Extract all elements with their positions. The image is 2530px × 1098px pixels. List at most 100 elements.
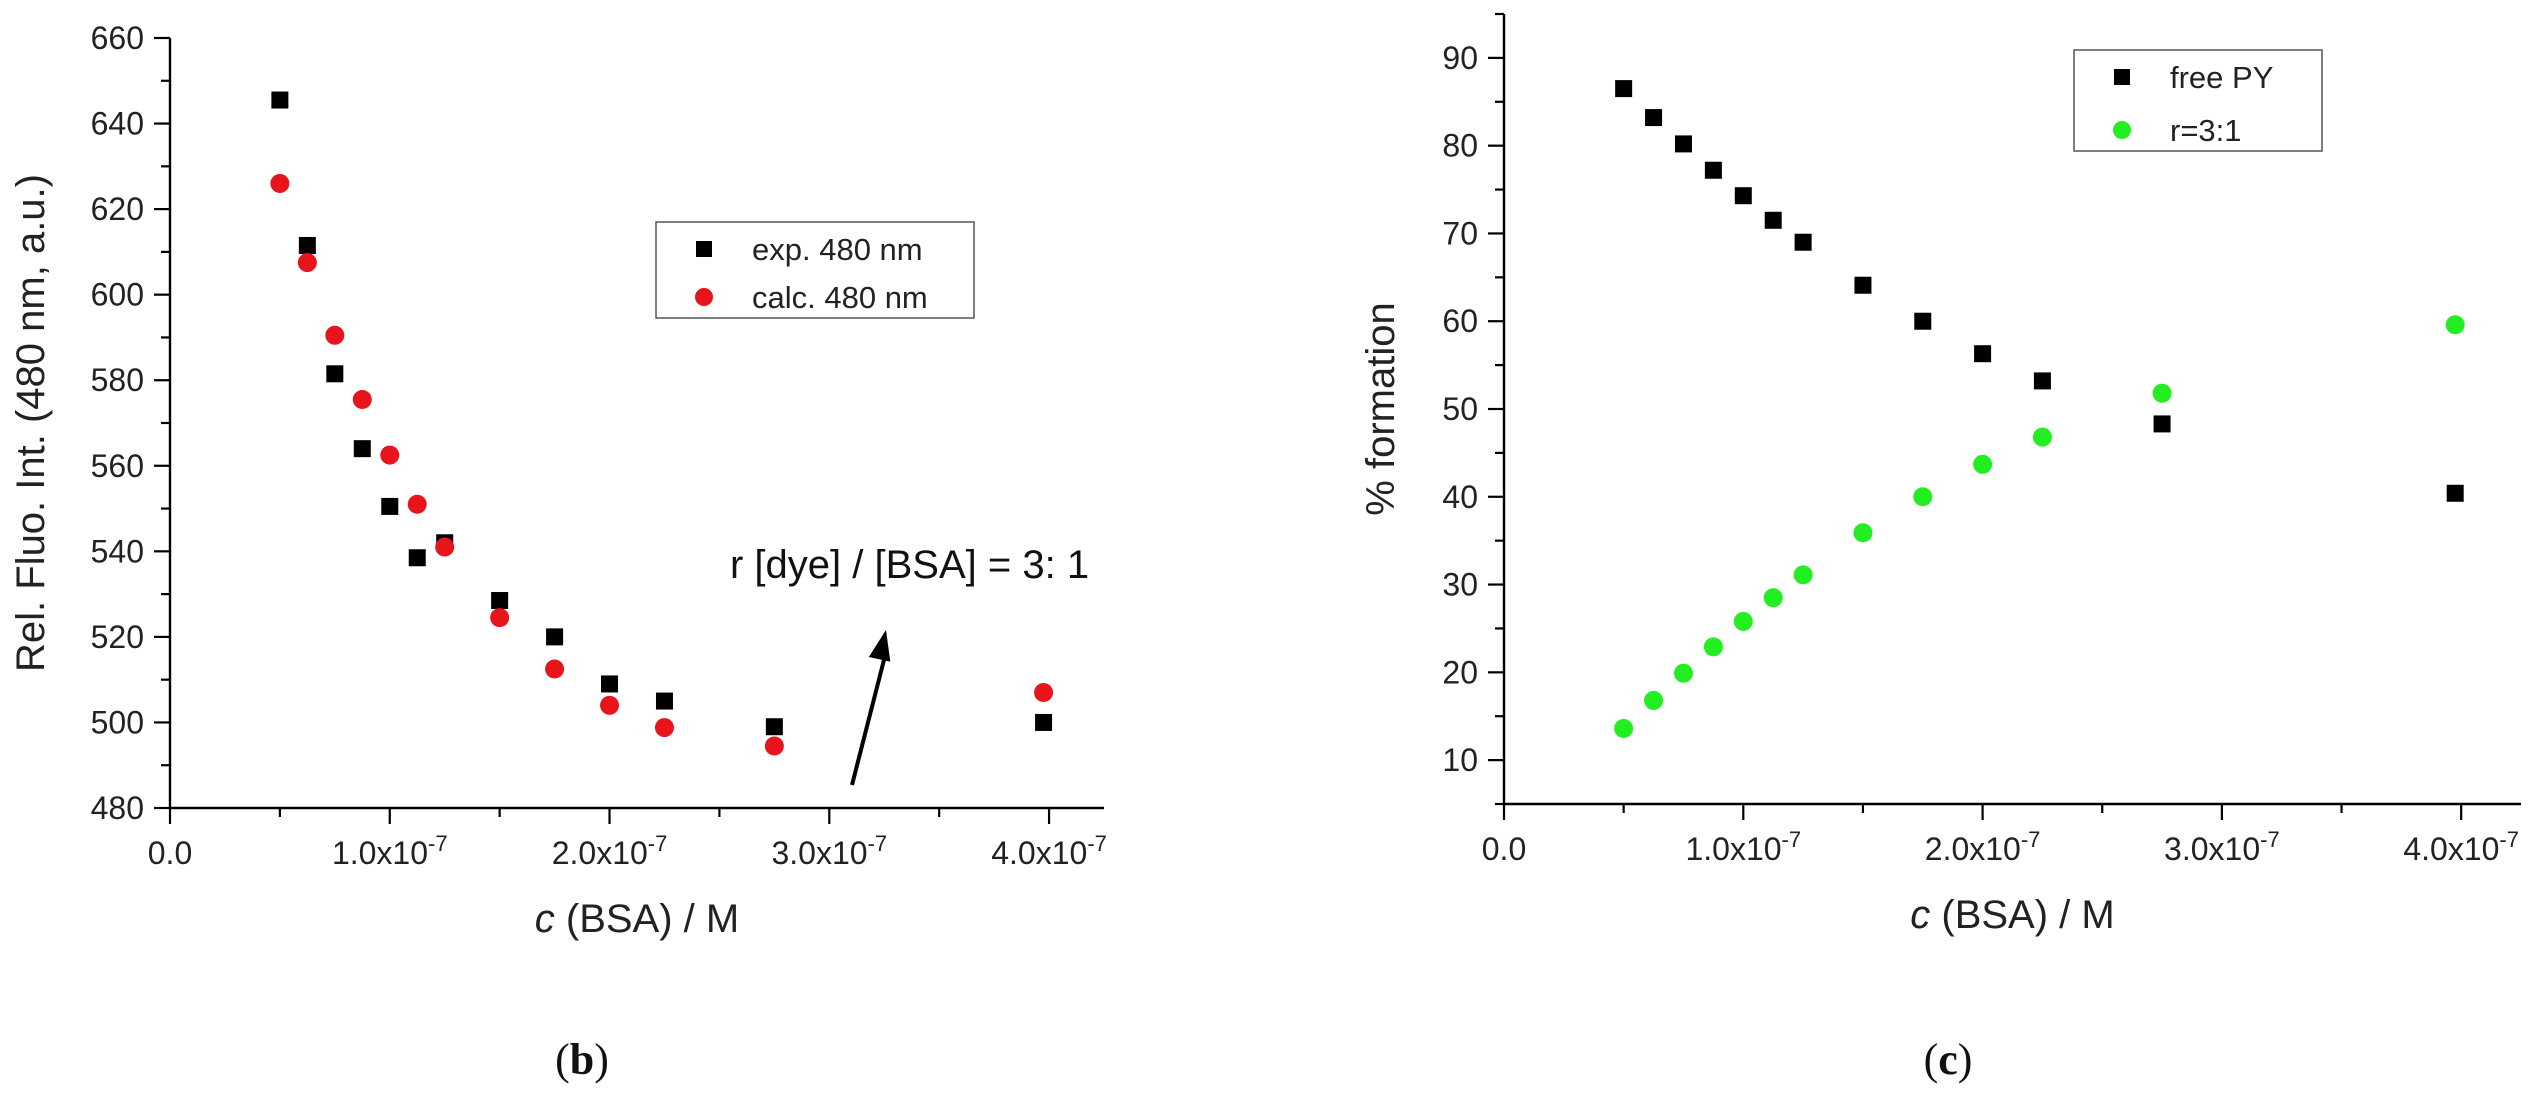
data-point-square <box>1764 211 1782 229</box>
data-point-square <box>1035 713 1053 731</box>
data-point-square <box>1615 80 1633 98</box>
x-tick-label: 4.0x10-7 <box>991 831 1107 871</box>
data-point-circle <box>297 253 317 273</box>
x-axis-title: c (BSA) / M <box>1910 893 2114 937</box>
y-tick-label: 500 <box>91 704 144 740</box>
data-point-circle <box>1853 523 1873 543</box>
panel-label: (c) <box>1924 1035 1973 1084</box>
data-point-circle <box>1614 719 1634 739</box>
data-point-circle <box>435 537 455 557</box>
data-point-square <box>2033 372 2051 390</box>
y-tick-label: 480 <box>91 790 144 826</box>
y-tick-label: 90 <box>1442 40 1478 76</box>
data-point-circle <box>1703 637 1723 657</box>
data-point-circle <box>2445 315 2465 335</box>
data-point-square <box>601 675 619 693</box>
data-point-circle <box>545 659 565 679</box>
x-tick-label: 2.0x10-7 <box>552 831 668 871</box>
data-point-square <box>655 692 673 710</box>
series-free-py <box>1615 80 2464 502</box>
legend: exp. 480 nm calc. 480 nm <box>655 221 975 319</box>
data-point-square <box>326 365 344 383</box>
series-calc-480-nm <box>270 173 1054 756</box>
chart-panel-b: 0.0 1.0x10-7 2.0x10-7 3.0x10-7 4.0x10-7 480 50… <box>9 20 1107 1084</box>
y-tick-label: 20 <box>1442 654 1478 690</box>
y-axis-title: Rel. Fluo. Int. (480 nm, a.u.) <box>9 174 53 672</box>
data-point-square <box>353 440 371 458</box>
data-point-circle <box>380 445 400 465</box>
y-tick-label: 640 <box>91 106 144 142</box>
data-point-circle <box>325 325 345 345</box>
data-point-square <box>381 497 399 515</box>
data-point-square <box>2446 484 2464 502</box>
data-point-circle <box>1913 487 1933 507</box>
data-point-circle <box>407 494 427 514</box>
x-tick-label: 3.0x10-7 <box>2164 827 2280 867</box>
panel-label: (b) <box>555 1035 609 1084</box>
data-point-square <box>2153 415 2171 433</box>
x-axis-title: c (BSA) / M <box>535 897 739 941</box>
legend-label: exp. 480 nm <box>752 232 923 267</box>
annotation-text: r [dye] / [BSA] = 3: 1 <box>730 543 1089 587</box>
data-point-circle <box>2152 383 2172 403</box>
data-point-square <box>408 549 426 567</box>
y-tick-label: 30 <box>1442 567 1478 603</box>
data-point-circle <box>352 389 372 409</box>
y-tick-label: 80 <box>1442 128 1478 164</box>
x-tick-label: 2.0x10-7 <box>1925 827 2041 867</box>
legend-label: calc. 480 nm <box>752 280 928 315</box>
annotation-arrow-shaft <box>850 651 888 786</box>
legend: free PY r=3:1 <box>2073 49 2323 152</box>
data-point-square <box>1914 312 1932 330</box>
y-tick-label: 660 <box>91 20 144 56</box>
data-point-square <box>1854 276 1872 294</box>
data-point-circle <box>1034 683 1054 702</box>
data-point-circle <box>1793 565 1813 585</box>
data-point-square <box>298 236 316 254</box>
legend-label: r=3:1 <box>2170 113 2242 148</box>
data-point-square <box>1704 161 1722 179</box>
data-point-square <box>271 91 289 109</box>
legend-marker-circle <box>2113 121 2131 139</box>
y-tick-label: 540 <box>91 533 144 569</box>
data-point-square <box>1645 109 1663 127</box>
data-point-circle <box>1644 690 1664 710</box>
x-tick-label: 1.0x10-7 <box>1685 827 1801 867</box>
y-tick-label: 620 <box>91 191 144 227</box>
data-point-circle <box>1733 611 1753 631</box>
series-r-3-1 <box>1614 315 2465 739</box>
data-point-square <box>546 628 564 646</box>
y-axis-title: % formation <box>1359 302 1403 515</box>
data-point-circle <box>600 695 620 715</box>
data-point-circle <box>764 736 784 756</box>
legend-marker-circle <box>695 288 713 306</box>
y-tick-label: 10 <box>1442 742 1478 778</box>
y-tick-label: 60 <box>1442 303 1478 339</box>
data-point-square <box>1734 187 1752 205</box>
x-tick-label: 3.0x10-7 <box>771 831 887 871</box>
y-tick-label: 520 <box>91 619 144 655</box>
y-tick-label: 600 <box>91 277 144 313</box>
y-tick-label: 70 <box>1442 215 1478 251</box>
y-tick-label: 560 <box>91 448 144 484</box>
x-tick-label: 4.0x10-7 <box>2403 827 2519 867</box>
y-tick-label: 40 <box>1442 479 1478 515</box>
data-point-square <box>765 718 783 736</box>
y-tick-label: 580 <box>91 362 144 398</box>
annotation-arrow-head <box>868 630 891 662</box>
data-point-square <box>1674 135 1692 153</box>
data-point-square <box>1794 233 1812 251</box>
legend-marker-square <box>696 241 712 257</box>
data-point-circle <box>270 173 290 193</box>
data-point-circle <box>1763 588 1783 608</box>
data-point-circle <box>2032 427 2052 447</box>
series-exp-480-nm <box>271 91 1053 736</box>
x-tick-label: 0.0 <box>148 835 192 871</box>
legend-label: free PY <box>2170 60 2273 95</box>
data-point-circle <box>654 718 674 738</box>
x-tick-label: 1.0x10-7 <box>332 831 448 871</box>
data-point-circle <box>1673 663 1693 683</box>
data-point-square <box>1974 345 1992 363</box>
data-point-circle <box>1973 454 1993 474</box>
